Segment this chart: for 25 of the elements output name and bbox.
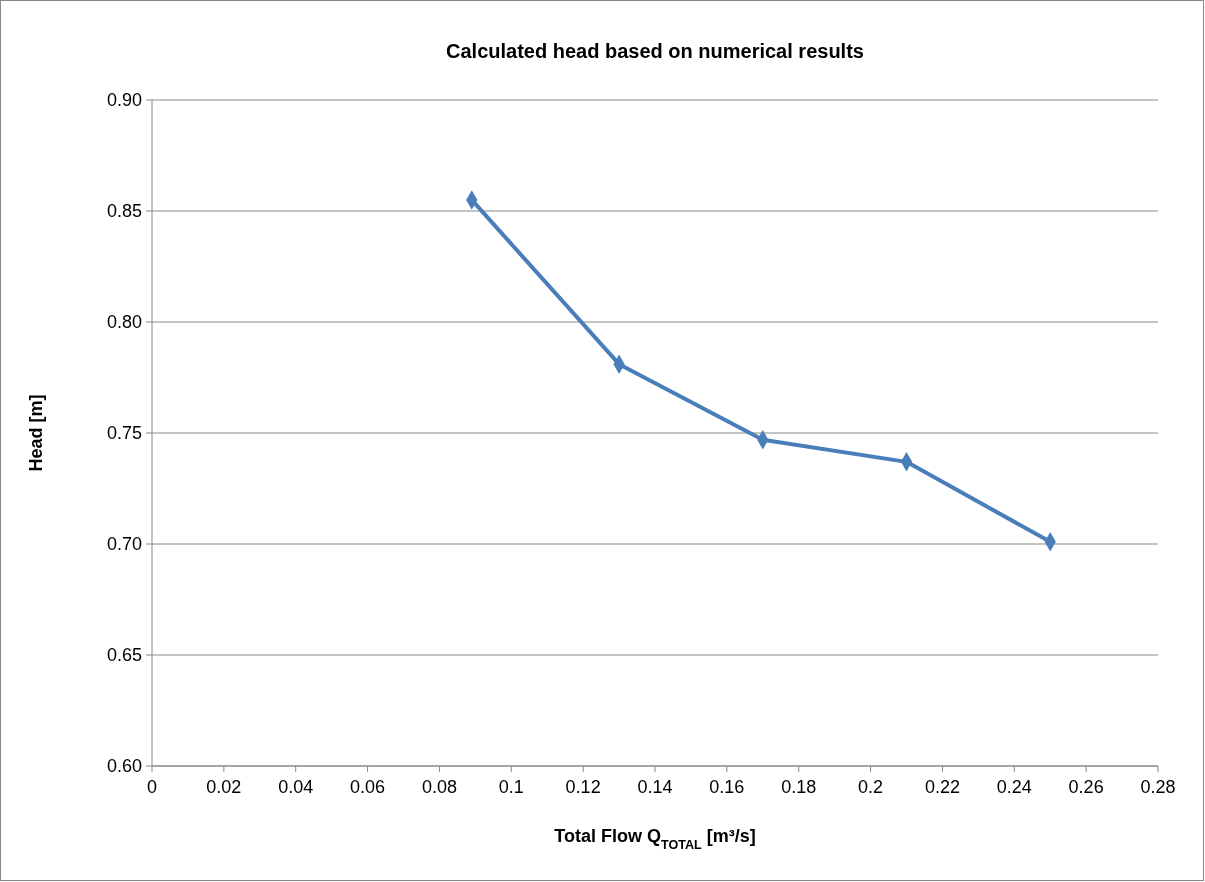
x-tick-label: 0.06: [350, 777, 386, 797]
x-axis-title: Total Flow Q$_{TOTAL}$ [m³/s]: [554, 826, 756, 852]
x-tick-label: 0.08: [421, 777, 457, 797]
x-tick-label: 0.02: [206, 777, 242, 797]
chart-title: Calculated head based on numerical results: [446, 40, 864, 62]
y-tick-label: 0.80: [106, 312, 142, 332]
x-tick-label: 0.28: [1140, 777, 1176, 797]
x-tick-label: 0.2: [858, 777, 884, 797]
y-tick-label: 0.75: [106, 423, 142, 443]
y-tick-label: 0.85: [106, 201, 142, 221]
x-tick-label: 0.04: [278, 777, 314, 797]
x-tick-label: 0.24: [996, 777, 1032, 797]
x-tick-label: 0.18: [781, 777, 817, 797]
y-tick-label: 0.65: [106, 645, 142, 665]
x-tick-label: 0.14: [637, 777, 673, 797]
y-tick-label: 0.70: [106, 534, 142, 554]
y-tick-label: 0.60: [106, 756, 142, 776]
y-axis-title: Head [m]: [26, 394, 46, 472]
x-tick-label: 0.26: [1068, 777, 1104, 797]
x-tick-label: 0.1: [498, 777, 524, 797]
x-tick-label: 0: [146, 777, 158, 797]
y-tick-label: 0.90: [106, 90, 142, 110]
x-tick-label: 0.16: [709, 777, 745, 797]
x-tick-label: 0.12: [565, 777, 601, 797]
x-tick-label: 0.22: [924, 777, 960, 797]
